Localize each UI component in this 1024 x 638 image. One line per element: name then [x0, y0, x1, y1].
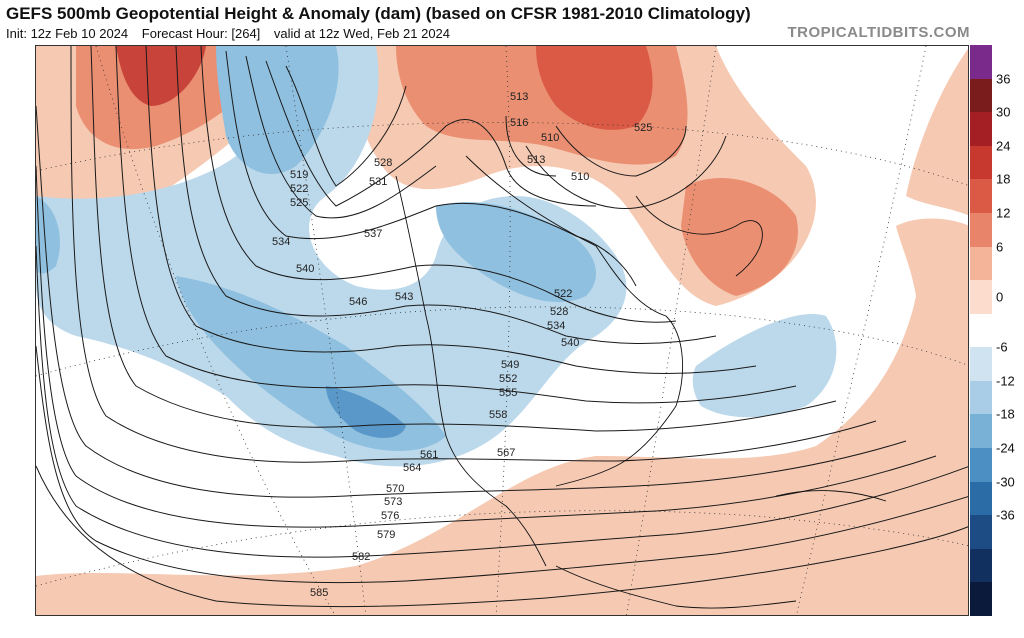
colorbar-segment: [970, 112, 992, 147]
contour-label: 558: [489, 409, 507, 421]
colorbar-segment: [970, 246, 992, 281]
map-svg: 519 522 525 528 531 534 537 540 543 546 …: [36, 46, 968, 615]
contour-label: 555: [499, 387, 517, 399]
contour-label: 582: [352, 551, 370, 563]
colorbar-segment: [970, 212, 992, 248]
contour-label: 513: [510, 91, 528, 103]
valid-time: valid at 12z Wed, Feb 21 2024: [273, 26, 451, 41]
colorbar-tick-label: 30: [996, 104, 1011, 120]
colorbar-segment: [970, 582, 992, 617]
colorbar-segment: [970, 145, 992, 180]
coastlines: [395, 155, 887, 609]
contour-label: 513: [527, 154, 545, 166]
warm-anomaly-shading: [36, 46, 968, 615]
contour-label: 576: [381, 510, 399, 522]
anomaly-colorbar: [970, 45, 992, 617]
colorbar-segment: [970, 45, 992, 80]
colorbar-tick-label: -18: [996, 406, 1015, 422]
contour-label: 522: [554, 288, 572, 300]
cold-anomaly-shading: [36, 46, 837, 467]
contour-label: 516: [510, 117, 528, 129]
chart-subtitle: Init: 12z Feb 10 2024 Forecast Hour: [26…: [6, 26, 450, 41]
height-contours: [36, 46, 968, 608]
contour-label: 540: [561, 337, 579, 349]
chart-title: GEFS 500mb Geopotential Height & Anomaly…: [6, 4, 751, 23]
contour-label: 561: [420, 449, 438, 461]
contour-label: 552: [499, 373, 517, 385]
contour-label: 537: [364, 228, 382, 240]
contour-label: 546: [349, 296, 367, 308]
colorbar-segment: [970, 380, 992, 415]
contour-label: 564: [403, 462, 421, 474]
colorbar-segment: [970, 515, 992, 550]
forecast-hour: Forecast Hour: [264]: [141, 26, 261, 41]
contour-label: 525: [634, 122, 652, 134]
graticule: [36, 46, 968, 615]
contour-label: 570: [386, 483, 404, 495]
contour-label: 522: [290, 183, 308, 195]
colorbar-segment: [970, 78, 992, 113]
contour-label: 510: [571, 171, 589, 183]
colorbar-tick-label: 6: [996, 239, 1004, 255]
colorbar-segment: [970, 313, 992, 348]
contour-label: 528: [550, 306, 568, 318]
contour-label: 534: [272, 236, 290, 248]
contour-label: 585: [310, 587, 328, 599]
colorbar-tick-label: 24: [996, 138, 1011, 154]
colorbar-segment: [970, 414, 992, 449]
contour-label: 525: [290, 197, 308, 209]
contour-label: 519: [290, 169, 308, 181]
colorbar-segment: [970, 179, 992, 214]
contour-label: 510: [541, 132, 559, 144]
colorbar-segment: [970, 280, 992, 315]
colorbar-segment: [970, 548, 992, 583]
contour-label: 531: [369, 176, 387, 188]
colorbar-tick-label: -12: [996, 373, 1015, 389]
contour-labels: 519 522 525 528 531 534 537 540 543 546 …: [272, 91, 652, 599]
header: GEFS 500mb Geopotential Height & Anomaly…: [0, 0, 1024, 44]
brand-watermark: TROPICALTIDBITS.COM: [787, 24, 970, 41]
colorbar-tick-label: 36: [996, 71, 1011, 87]
contour-label: 543: [395, 291, 413, 303]
colorbar-tick-label: -24: [996, 440, 1015, 456]
colorbar-tick-label: -30: [996, 474, 1015, 490]
colorbar-tick-label: -6: [996, 339, 1008, 355]
colorbar-tick-label: 18: [996, 171, 1011, 187]
contour-label: 534: [547, 320, 565, 332]
colorbar-segment: [970, 481, 992, 516]
colorbar-segment: [970, 448, 992, 483]
contour-label: 567: [497, 447, 515, 459]
contour-label: 528: [374, 157, 392, 169]
contour-label: 573: [384, 496, 402, 508]
contour-label: 540: [296, 263, 314, 275]
colorbar-tick-label: 0: [996, 289, 1004, 305]
colorbar-tick-label: 12: [996, 205, 1011, 221]
colorbar-segment: [970, 347, 992, 382]
colorbar-tick-label: -36: [996, 507, 1015, 523]
init-time: Init: 12z Feb 10 2024: [6, 26, 129, 41]
contour-label: 549: [501, 359, 519, 371]
map-panel: 519 522 525 528 531 534 537 540 543 546 …: [35, 45, 969, 616]
contour-label: 579: [377, 529, 395, 541]
